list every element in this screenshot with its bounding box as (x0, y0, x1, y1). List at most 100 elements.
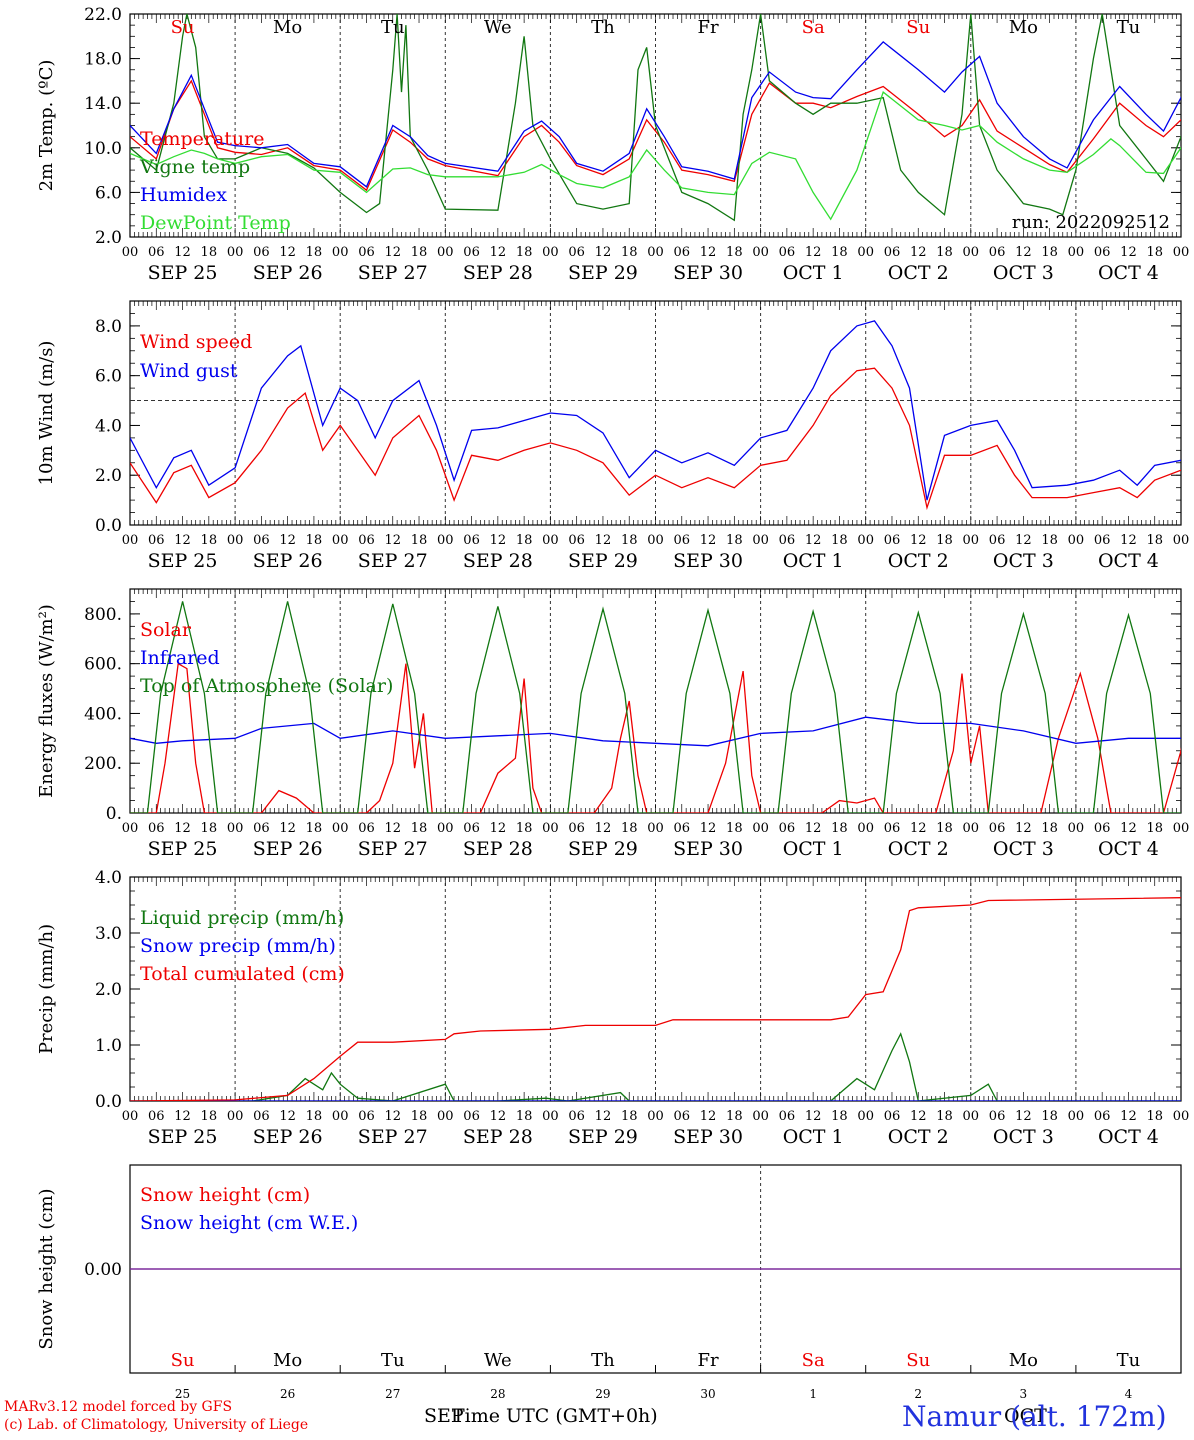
hour-label: 12 (1120, 821, 1137, 836)
date-label: OCT 1 (783, 1126, 844, 1148)
date-label: SEP 27 (358, 1126, 428, 1148)
y-tick-label: 0.0 (95, 1092, 122, 1112)
hour-label: 06 (1094, 533, 1111, 548)
hour-label: 12 (174, 1109, 191, 1124)
weekday-label: Th (591, 1350, 615, 1371)
legend-entry: Snow precip (mm/h) (140, 935, 336, 957)
hour-label: 00 (647, 533, 664, 548)
month-left-label: SEP (424, 1405, 464, 1427)
hour-label: 06 (884, 245, 901, 260)
hour-label: 00 (963, 245, 980, 260)
legend-entry: Snow height (cm) (140, 1184, 310, 1206)
date-label: OCT 4 (1098, 838, 1159, 860)
panel-3: 00 06 12 18 00 06 12 18 00 06 12 18 00 06 12 18 00 06 12 18… (36, 588, 1189, 860)
hour-label: 06 (1094, 245, 1111, 260)
hour-label: 18 (936, 533, 953, 548)
hour-label: 00 (332, 1109, 349, 1124)
y-axis-label: 2m Temp. (ºC) (36, 60, 57, 192)
hour-label: 12 (279, 1109, 296, 1124)
hour-label: 06 (358, 533, 375, 548)
hour-label: 18 (516, 245, 533, 260)
hour-label: 06 (148, 533, 165, 548)
hour-label: 18 (621, 821, 638, 836)
y-tick-label: 400. (84, 704, 122, 724)
hour-label: 12 (174, 533, 191, 548)
hour-label: 00 (752, 821, 769, 836)
hour-label: 18 (411, 1109, 428, 1124)
hour-label: 12 (490, 821, 507, 836)
weekday-label: Mo (273, 1350, 302, 1371)
legend-entry: Top of Atmosphere (Solar) (140, 675, 393, 697)
hour-label: 00 (752, 1109, 769, 1124)
hour-label: 00 (227, 1109, 244, 1124)
hour-label: 12 (490, 533, 507, 548)
credit-line-2: (c) Lab. of Climatology, University of L… (4, 1417, 309, 1433)
series-infrared-line (130, 716, 1181, 747)
date-label: SEP 25 (148, 838, 218, 860)
y-axis-label: 10m Wind (m/s) (36, 341, 57, 486)
day-number-label: 29 (595, 1387, 610, 1401)
weekday-label: Th (591, 17, 615, 38)
y-tick-label: 2.0 (95, 228, 122, 248)
hour-label: 00 (227, 533, 244, 548)
hour-label: 00 (752, 533, 769, 548)
hour-label: 06 (253, 245, 270, 260)
hour-label: 12 (384, 821, 401, 836)
y-tick-label: 2.0 (95, 980, 122, 1000)
hour-label: 06 (989, 245, 1006, 260)
hour-label: 18 (621, 1109, 638, 1124)
hour-label: 06 (674, 245, 691, 260)
hour-label: 18 (831, 245, 848, 260)
y-tick-label: 4.0 (95, 868, 122, 888)
hour-label: 12 (1015, 245, 1032, 260)
hour-label: 18 (516, 533, 533, 548)
date-label: SEP 25 (148, 262, 218, 284)
date-label: SEP 28 (463, 262, 533, 284)
hour-label: 06 (148, 1109, 165, 1124)
hour-label: 18 (411, 533, 428, 548)
hour-label: 18 (936, 245, 953, 260)
hour-label: 06 (253, 533, 270, 548)
hour-label: 06 (674, 1109, 691, 1124)
date-label: SEP 30 (673, 838, 743, 860)
hour-label: 18 (831, 821, 848, 836)
hour-label: 12 (595, 533, 612, 548)
hour-label: 18 (726, 245, 743, 260)
hour-label: 18 (726, 1109, 743, 1124)
hour-label: 06 (989, 1109, 1006, 1124)
hour-label: 12 (384, 1109, 401, 1124)
hour-label: 00 (857, 245, 874, 260)
date-label: SEP 27 (358, 262, 428, 284)
date-label: SEP 29 (568, 550, 638, 572)
hour-label: 06 (1094, 821, 1111, 836)
hour-label: 12 (174, 821, 191, 836)
weekday-label: Su (906, 1350, 930, 1371)
plot-frame (129, 300, 1182, 526)
y-tick-label: 3.0 (95, 924, 122, 944)
hour-label: 06 (568, 245, 585, 260)
hour-label: 06 (884, 533, 901, 548)
date-label: SEP 28 (463, 1126, 533, 1148)
hour-label: 00 (437, 821, 454, 836)
hour-label: 18 (831, 1109, 848, 1124)
hour-label: 00 (963, 1109, 980, 1124)
legend-entry: Temperature (140, 128, 264, 150)
y-tick-label: 14.0 (84, 94, 122, 114)
hour-label: 12 (1120, 1109, 1137, 1124)
month-right-label: OCT (1004, 1405, 1047, 1427)
hour-label: 12 (279, 533, 296, 548)
series-wind-gust-line (130, 320, 1181, 501)
hour-label: 00 (647, 821, 664, 836)
hour-label: 18 (936, 821, 953, 836)
day-number-label: 25 (175, 1387, 190, 1401)
hour-label: 12 (700, 245, 717, 260)
date-label: SEP 29 (568, 262, 638, 284)
y-tick-label: 0.00 (84, 1260, 122, 1280)
weekday-label: Tu (381, 17, 405, 38)
series-temperature-line (130, 79, 1181, 192)
hour-label: 06 (358, 821, 375, 836)
date-label: OCT 2 (888, 1126, 949, 1148)
legend-entry: DewPoint Temp (140, 212, 291, 234)
hour-label: 18 (1146, 533, 1163, 548)
